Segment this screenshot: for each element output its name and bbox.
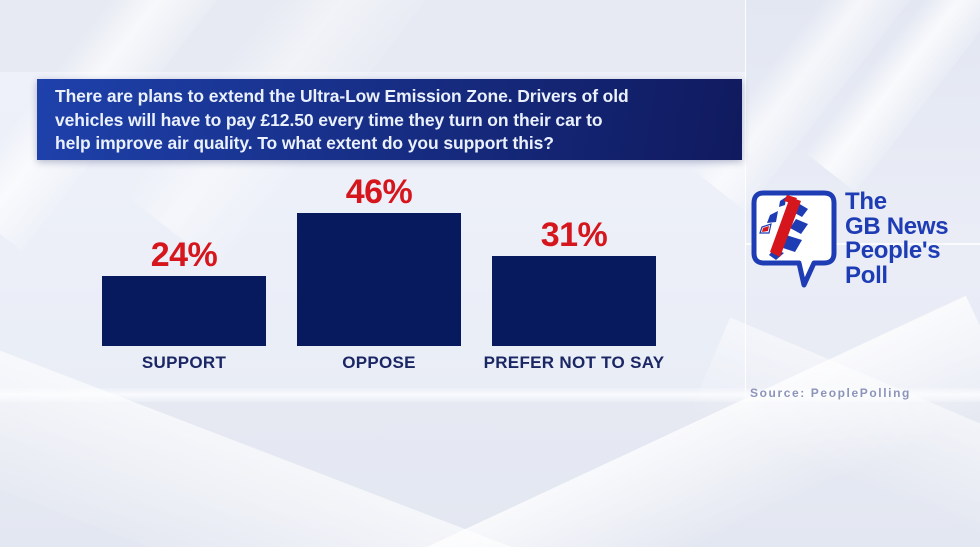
gbnews-peoples-poll-logo: The GB News People's Poll — [750, 188, 949, 294]
category-label-support: SUPPORT — [141, 353, 227, 372]
logo-text: The GB News People's Poll — [845, 188, 949, 294]
logo-text-line-3: People's — [845, 237, 941, 264]
value-label-support: 24% — [150, 236, 218, 274]
poll-bar-chart: 24% SUPPORT 46% OPPOSE 31% PREFER NOT TO… — [102, 0, 665, 372]
gb-map-speech-bubble-icon — [751, 190, 837, 288]
background-diagonal-stripe — [804, 0, 980, 192]
question-line-2: vehicles will have to pay £12.50 every t… — [55, 109, 603, 130]
question-banner: There are plans to extend the Ultra-Low … — [37, 79, 742, 160]
logo-text-line-1: The — [845, 188, 887, 215]
value-label-prefer-not-to-say: 31% — [540, 216, 608, 254]
bar-column-prefer-not-to-say: 31% PREFER NOT TO SAY — [484, 216, 665, 372]
logo-text-line-2: GB News — [845, 212, 949, 240]
value-label-oppose: 46% — [345, 173, 413, 211]
category-label-oppose: OPPOSE — [342, 353, 416, 372]
bar-oppose — [297, 213, 461, 346]
bar-prefer-not-to-say — [492, 256, 656, 346]
bar-column-support: 24% SUPPORT — [102, 237, 266, 372]
background-bottom-panel — [0, 402, 980, 547]
bar-support — [102, 276, 266, 346]
logo-text-line-4: Poll — [845, 261, 888, 289]
question-line-1: There are plans to extend the Ultra-Low … — [55, 86, 629, 106]
question-line-3: help improve air quality. To what extent… — [55, 133, 554, 153]
bar-column-oppose: 46% OPPOSE — [297, 174, 461, 372]
source-text: Source: PeoplePolling — [750, 386, 911, 400]
category-label-prefer-not-to-say: PREFER NOT TO SAY — [483, 353, 665, 372]
background-diagonal-stripe — [691, 317, 980, 547]
